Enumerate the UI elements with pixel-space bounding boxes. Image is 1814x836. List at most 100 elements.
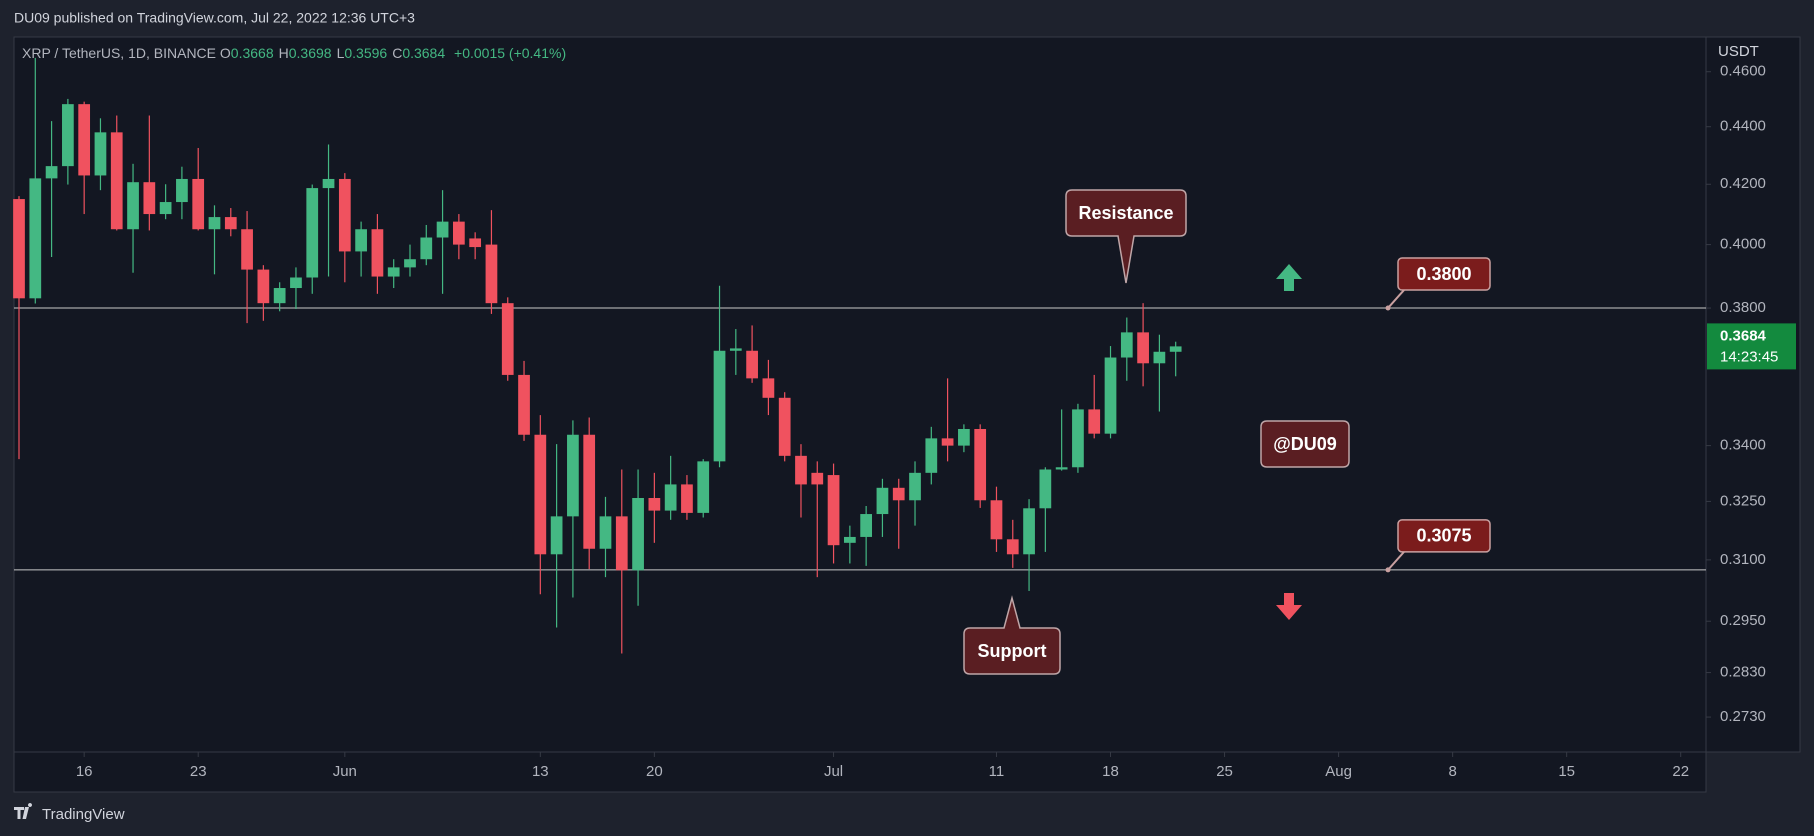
candle-body: [909, 472, 921, 501]
down-arrow: [1276, 593, 1302, 620]
candle-body: [990, 500, 1003, 540]
y-tick-label: 0.2830: [1720, 664, 1766, 681]
x-tick-label: Jul: [824, 763, 843, 780]
candle-body: [208, 217, 221, 230]
time-axis: [13, 751, 1707, 793]
candle-body: [94, 132, 107, 176]
y-tick-label: 0.4000: [1720, 236, 1766, 253]
candle-body: [778, 397, 791, 456]
x-tick-label: Jun: [333, 763, 357, 780]
annotation: Resistance: [1078, 203, 1173, 223]
candle-body: [795, 455, 807, 485]
ohlc-name: O: [219, 45, 231, 61]
candle-body: [452, 221, 465, 245]
candle-body: [681, 484, 693, 513]
candle-body: [404, 259, 416, 268]
candle-body: [746, 350, 758, 379]
up-arrow: [1276, 264, 1302, 291]
candle-body: [45, 166, 58, 179]
callout-box: [1260, 420, 1350, 468]
candle-body: [387, 267, 400, 277]
x-tick-label: 22: [1672, 763, 1689, 780]
last-price-box: [1707, 323, 1796, 370]
candle-body: [583, 434, 596, 549]
candle-body: [1006, 539, 1019, 555]
candle-body: [762, 378, 775, 398]
candle-body: [648, 498, 661, 511]
y-tick-label: 0.4600: [1720, 63, 1766, 80]
candle-body: [436, 221, 449, 238]
annotation: Support: [978, 641, 1047, 661]
candle-body: [371, 229, 384, 277]
publisher: DU09 published on TradingView.com, Jul 2…: [14, 10, 415, 26]
candle-body: [192, 178, 205, 230]
candle-body: [713, 350, 726, 462]
y-axis-label: USDT: [1718, 43, 1759, 60]
x-tick-label: 8: [1448, 763, 1456, 780]
x-tick-label: 20: [646, 763, 663, 780]
callout-box: [963, 595, 1061, 675]
candle-body: [62, 104, 74, 167]
level-connector: [1387, 289, 1405, 309]
candle-body: [241, 229, 253, 270]
callout: Support: [963, 595, 1061, 675]
candle-body: [485, 244, 498, 304]
candle-body: [567, 434, 579, 517]
candle-body: [1055, 467, 1068, 470]
candle-body: [322, 178, 335, 189]
candle-body: [1120, 332, 1133, 358]
level-anchor: [1385, 567, 1391, 573]
candle-body: [974, 428, 987, 501]
candle-body: [143, 182, 156, 215]
x-tick-label: 13: [532, 763, 549, 780]
candle-body: [338, 178, 351, 252]
ohlc-value: 0.3698: [288, 45, 332, 61]
candle-body: [843, 536, 856, 543]
candle-body: [550, 516, 563, 555]
y-tick-label: 0.2950: [1720, 612, 1766, 629]
ohlc-value: 0.3668: [230, 45, 274, 61]
x-tick-label: 11: [989, 763, 1005, 780]
candle-body: [811, 472, 824, 485]
candle-body: [1104, 357, 1117, 434]
candle-body: [697, 461, 710, 513]
ohlc-value: 0.3684: [402, 45, 446, 61]
candle-body: [1153, 351, 1166, 364]
level-anchor: [1385, 305, 1391, 311]
candle-body: [1072, 409, 1084, 468]
candle-body: [892, 487, 905, 501]
candle-body: [257, 269, 270, 304]
candle-body: [13, 199, 25, 299]
level-label: 0.3800: [1416, 264, 1471, 284]
x-tick-label: 16: [76, 763, 93, 780]
candle-body: [925, 438, 938, 473]
level-box: [1397, 519, 1491, 553]
ohlc: O0.3668 H0.3698 L0.3596 C0.3684: [220, 45, 450, 61]
callout-box: [1065, 189, 1187, 284]
candle-body: [599, 516, 612, 549]
ohlc-value: 0.3596: [344, 45, 388, 61]
candle-body: [176, 178, 188, 203]
y-tick-label: 0.4200: [1720, 175, 1766, 192]
y-tick-label: 0.3250: [1720, 492, 1766, 509]
candle-body: [615, 516, 628, 571]
y-tick-label: 0.4400: [1720, 118, 1766, 135]
countdown: 14:23:45: [1720, 348, 1778, 365]
candle-body: [941, 438, 954, 446]
candle-body: [29, 178, 42, 299]
candle-body: [224, 217, 237, 230]
callout: @DU09: [1260, 420, 1350, 468]
y-tick-label: 0.3100: [1720, 551, 1766, 568]
candle-body: [729, 348, 742, 351]
x-tick-label: 18: [1102, 763, 1119, 780]
symbol: XRP / TetherUS, 1D, BINANCE: [22, 45, 216, 61]
candle-body: [110, 132, 123, 230]
candle-body: [632, 498, 644, 571]
candle-body: [78, 104, 91, 176]
ohlc-name: H: [278, 45, 289, 61]
brand: TradingView: [42, 806, 125, 823]
candle-body: [1169, 346, 1182, 352]
x-tick-label: Aug: [1325, 763, 1352, 780]
callout: Resistance: [1065, 189, 1187, 284]
